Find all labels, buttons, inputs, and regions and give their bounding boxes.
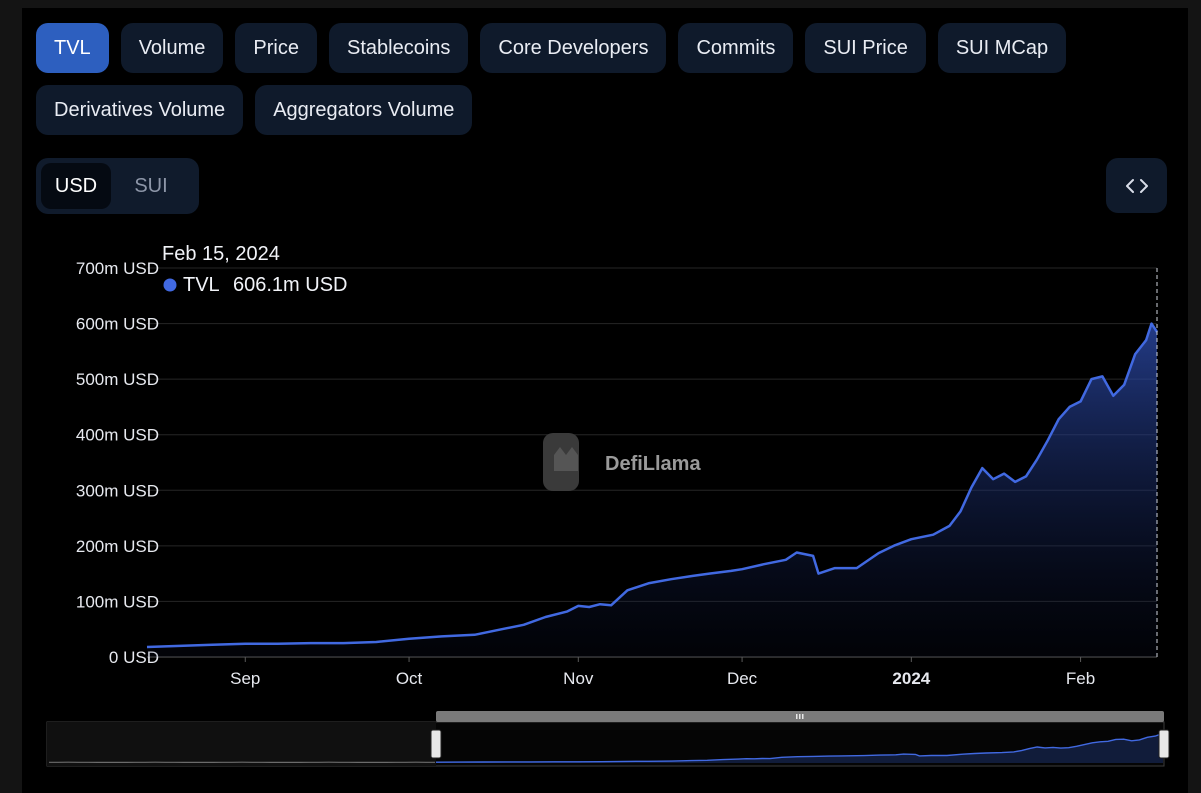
x-tick-label: Oct <box>396 669 423 688</box>
slider-minimap-area <box>436 734 1163 763</box>
slider-minimap-right <box>435 733 1164 763</box>
slider-unselected-region <box>47 722 436 766</box>
tvl-series-line <box>146 322 1159 649</box>
y-axis: 0 USD 100m USD 200m USD 300m USD 400m USD 500… <box>76 259 159 667</box>
y-tick-label: 300m USD <box>76 481 159 500</box>
x-axis: Sep Oct Nov Dec 2024 Feb <box>230 657 1095 688</box>
metric-tabs: TVL Volume Price Stablecoins Core Developers… <box>36 23 1176 147</box>
tab-row-2: Derivatives Volume Aggregators Volume <box>36 85 1176 135</box>
tooltip-date: Feb 15, 2024 <box>162 243 280 265</box>
watermark: DefiLlama <box>543 433 701 491</box>
x-tick-label: Sep <box>230 669 260 688</box>
unit-option-sui[interactable]: SUI <box>134 174 168 197</box>
chart-panel <box>22 8 1188 793</box>
tab-core-developers[interactable]: Core Developers <box>480 23 667 73</box>
tab-commits[interactable]: Commits <box>678 23 794 73</box>
slider-handle-right[interactable] <box>1158 729 1170 759</box>
watermark-text: DefiLlama <box>605 453 701 475</box>
y-tick-label: 700m USD <box>76 259 159 278</box>
x-tick-label: Dec <box>727 669 758 688</box>
tvl-area <box>147 323 1157 657</box>
tooltip-value: 606.1m USD <box>233 274 348 296</box>
unit-toggle: USD SUI <box>36 158 199 214</box>
tab-derivatives-volume[interactable]: Derivatives Volume <box>36 85 244 135</box>
y-tick-label: 400m USD <box>76 426 159 445</box>
x-tick-label: 2024 <box>892 669 930 688</box>
unit-option-usd[interactable]: USD <box>41 163 111 209</box>
llama-icon <box>554 447 578 471</box>
tab-aggregators-volume[interactable]: Aggregators Volume <box>255 85 473 135</box>
tab-tvl[interactable]: TVL <box>36 23 109 73</box>
tab-volume[interactable]: Volume <box>120 23 224 73</box>
tab-sui-mcap[interactable]: SUI MCap <box>937 23 1067 73</box>
tooltip-series-name: TVL <box>183 274 220 296</box>
y-tick-label: 200m USD <box>76 537 159 556</box>
slider-handle-left[interactable] <box>430 729 442 759</box>
tab-price[interactable]: Price <box>235 23 317 73</box>
tab-row-1: TVL Volume Price Stablecoins Core Developers… <box>36 23 1176 73</box>
tab-stablecoins[interactable]: Stablecoins <box>328 23 469 73</box>
x-tick-label: Nov <box>563 669 594 688</box>
tab-sui-price[interactable]: SUI Price <box>805 23 926 73</box>
range-slider[interactable] <box>46 711 1170 767</box>
x-tick-label: Feb <box>1066 669 1095 688</box>
y-tick-label: 100m USD <box>76 592 159 611</box>
grip-icon <box>796 714 804 719</box>
embed-button[interactable] <box>1106 158 1167 213</box>
tooltip: Feb 15, 2024 TVL 606.1m USD <box>162 243 348 296</box>
tooltip-series-dot <box>163 278 177 292</box>
y-tick-label: 500m USD <box>76 370 159 389</box>
y-tick-label: 600m USD <box>76 315 159 334</box>
code-brackets-icon <box>1125 178 1148 193</box>
y-tick-label: 0 USD <box>109 648 159 667</box>
